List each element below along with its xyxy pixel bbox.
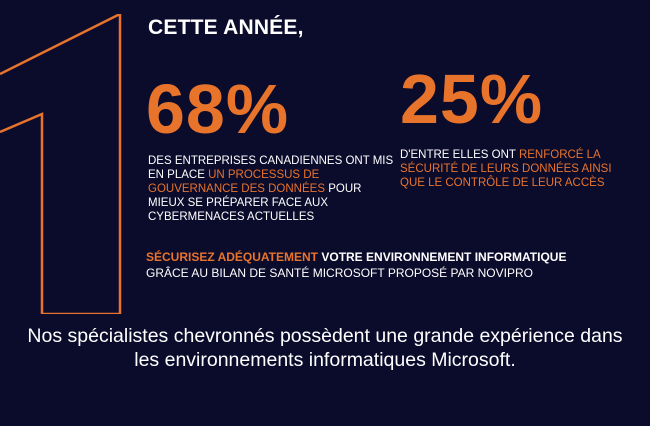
- stat-percentage-25: 25%: [400, 60, 544, 138]
- page-title: CETTE ANNÉE,: [148, 16, 304, 39]
- stat-description-1-highlight: UN PROCESSUS DE GOUVERNANCE DES DONNÉES: [148, 169, 326, 195]
- call-to-action-line-1-rest: VOTRE ENVIRONNEMENT INFORMATIQUE: [318, 250, 567, 264]
- call-to-action: SÉCURISEZ ADÉQUATEMENT VOTRE ENVIRONNEME…: [146, 249, 646, 281]
- stat-description-1-text: DES ENTREPRISES CANADIENNES ONT MIS EN P…: [148, 155, 394, 181]
- stat-description-1-text-after: POUR MIEUX SE PRÉPARER FACE AUX CYBERMEN…: [148, 183, 362, 223]
- stat-description-2-highlight: RENFORCÉ LA SÉCURITÉ DE LEURS DONNÉES AI…: [400, 149, 612, 189]
- call-to-action-line-1: SÉCURISEZ ADÉQUATEMENT VOTRE ENVIRONNEME…: [146, 249, 646, 265]
- call-to-action-highlight: SÉCURISEZ ADÉQUATEMENT: [146, 250, 319, 264]
- stat-description-2: D'ENTRE ELLES ONT RENFORCÉ LA SÉCURITÉ D…: [400, 148, 620, 190]
- number-one-outline-graphic: [0, 14, 122, 314]
- footer-statement: Nos spécialistes chevronnés possèdent un…: [27, 325, 623, 371]
- stat-description-2-text: D'ENTRE ELLES ONT: [400, 149, 519, 161]
- call-to-action-line-2: GRÂCE AU BILAN DE SANTÉ MICROSOFT PROPOS…: [146, 266, 533, 280]
- stat-description-1: DES ENTREPRISES CANADIENNES ONT MIS EN P…: [148, 154, 398, 224]
- stat-percentage-68: 68%: [146, 70, 290, 148]
